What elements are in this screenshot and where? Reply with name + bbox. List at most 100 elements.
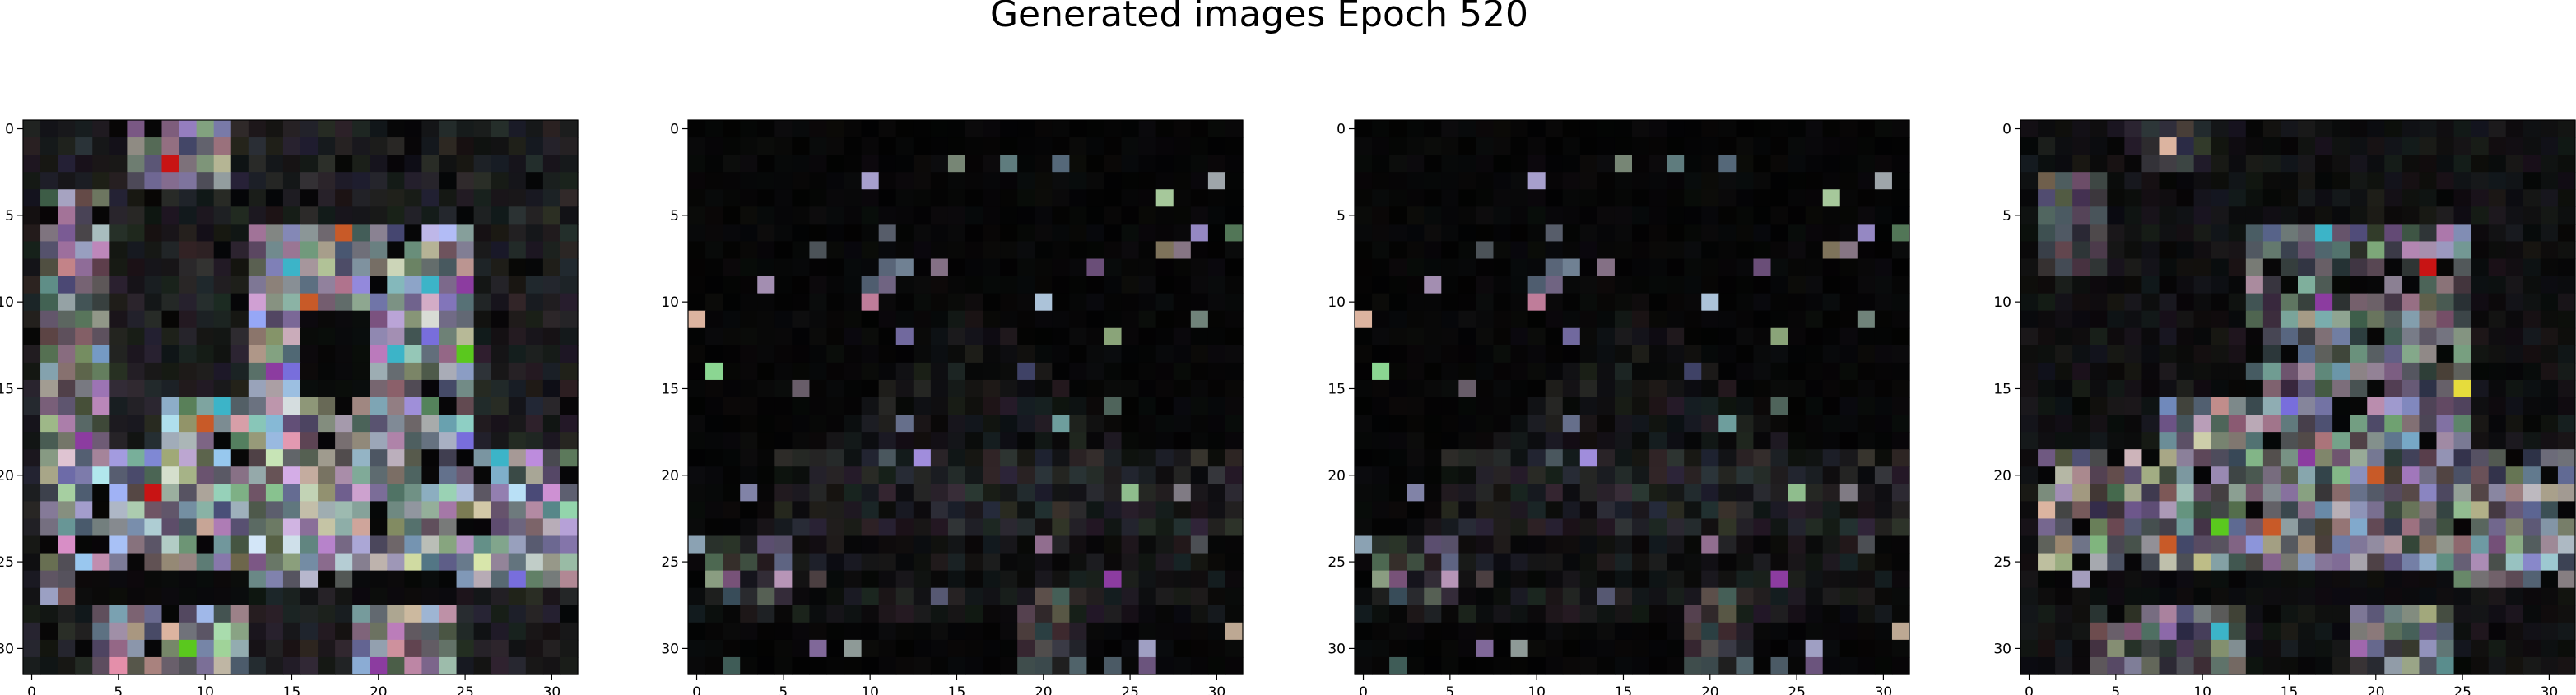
pixel-cell — [2402, 415, 2420, 433]
pixel-cell — [1822, 379, 1841, 398]
pixel-cell — [2245, 656, 2264, 675]
pixel-cell — [213, 206, 232, 225]
pixel-cell — [2055, 241, 2073, 260]
pixel-cell — [1121, 206, 1140, 225]
pixel-cell — [525, 622, 544, 641]
pixel-cell — [2176, 189, 2195, 207]
pixel-cell — [1104, 656, 1123, 675]
pixel-cell — [58, 379, 76, 398]
pixel-cell — [1684, 241, 1702, 260]
pixel-cell — [542, 172, 561, 190]
pixel-cell — [2090, 258, 2108, 277]
pixel-cell — [1476, 449, 1495, 467]
pixel-cell — [370, 276, 388, 294]
pixel-cell — [387, 397, 405, 415]
pixel-cell — [1389, 484, 1407, 502]
pixel-cell — [1207, 484, 1226, 502]
pixel-cell — [1510, 553, 1529, 572]
pixel-cell — [1069, 587, 1088, 606]
pixel-cell — [1225, 449, 1244, 467]
pixel-cell — [1667, 172, 1685, 190]
pixel-cell — [92, 415, 110, 433]
pixel-cell — [1788, 570, 1806, 589]
pixel-cell — [1891, 570, 1910, 589]
pixel-cell — [2211, 484, 2230, 502]
pixel-cell — [127, 449, 146, 467]
pixel-cell — [2453, 484, 2472, 502]
pixel-cell — [757, 120, 775, 138]
pixel-cell — [1069, 362, 1088, 381]
pixel-cell — [300, 258, 319, 277]
pixel-cell — [930, 172, 949, 190]
pixel-cell — [705, 656, 723, 675]
pixel-cell — [1458, 155, 1477, 173]
pixel-cell — [2228, 345, 2247, 364]
pixel-cell — [2488, 518, 2507, 537]
pixel-cell — [1207, 622, 1226, 641]
pixel-cell — [1788, 224, 1806, 243]
pixel-cell — [2038, 137, 2056, 155]
y-tick-label: 30 — [1328, 641, 1346, 657]
pixel-cell — [965, 587, 983, 606]
pixel-cell — [1173, 293, 1192, 312]
pixel-cell — [844, 587, 863, 606]
pixel-cell — [878, 605, 897, 623]
pixel-cell — [1355, 120, 1373, 138]
pixel-cell — [265, 310, 284, 329]
pixel-cell — [144, 362, 163, 381]
pixel-cell — [1874, 535, 1893, 554]
pixel-cell — [2090, 415, 2108, 433]
pixel-cell — [965, 605, 983, 623]
pixel-cell — [23, 258, 41, 277]
pixel-cell — [947, 379, 966, 398]
pixel-cell — [144, 535, 163, 554]
pixel-cell — [1476, 362, 1495, 381]
pixel-cell — [1086, 258, 1105, 277]
pixel-cell — [2315, 224, 2333, 243]
pixel-cell — [161, 605, 180, 623]
pixel-cell — [740, 310, 758, 329]
pixel-cell — [2124, 449, 2143, 467]
pixel-cell — [1225, 553, 1244, 572]
pixel-cell — [1614, 501, 1633, 520]
pixel-cell — [1736, 605, 1755, 623]
pixel-cell — [161, 189, 180, 207]
pixel-cell — [757, 206, 775, 225]
pixel-cell — [282, 362, 301, 381]
pixel-cell — [473, 172, 492, 190]
pixel-cell — [282, 553, 301, 572]
pixel-cell — [1173, 415, 1192, 433]
pixel-cell — [525, 155, 544, 173]
pixel-cell — [2176, 397, 2195, 415]
pixel-cell — [1649, 224, 1667, 243]
pixel-cell — [757, 310, 775, 329]
pixel-cell — [58, 327, 76, 346]
pixel-cell — [2262, 397, 2281, 415]
pixel-cell — [525, 553, 544, 572]
pixel-cell — [2159, 570, 2178, 589]
pixel-cell — [1476, 553, 1495, 572]
pixel-cell — [40, 172, 58, 190]
pixel-cell — [1527, 484, 1546, 502]
pixel-cell — [2262, 137, 2281, 155]
pixel-cell — [1355, 224, 1373, 243]
pixel-cell — [1173, 501, 1192, 520]
pixel-cell — [2315, 137, 2333, 155]
pixel-cell — [1562, 224, 1581, 243]
pixel-cell — [1753, 570, 1772, 589]
pixel-cell — [792, 432, 811, 450]
pixel-cell — [387, 639, 405, 658]
pixel-cell — [230, 155, 249, 173]
pixel-cell — [1822, 120, 1841, 138]
pixel-cell — [2280, 484, 2299, 502]
pixel-cell — [1441, 345, 1459, 364]
pixel-cell — [1736, 415, 1755, 433]
pixel-cell — [2540, 276, 2559, 294]
pixel-cell — [2298, 276, 2316, 294]
pixel-cell — [723, 241, 741, 260]
pixel-cell — [1476, 327, 1495, 346]
pixel-cell — [213, 189, 232, 207]
pixel-cell — [2384, 397, 2402, 415]
pixel-cell — [844, 484, 863, 502]
pixel-cell — [58, 501, 76, 520]
